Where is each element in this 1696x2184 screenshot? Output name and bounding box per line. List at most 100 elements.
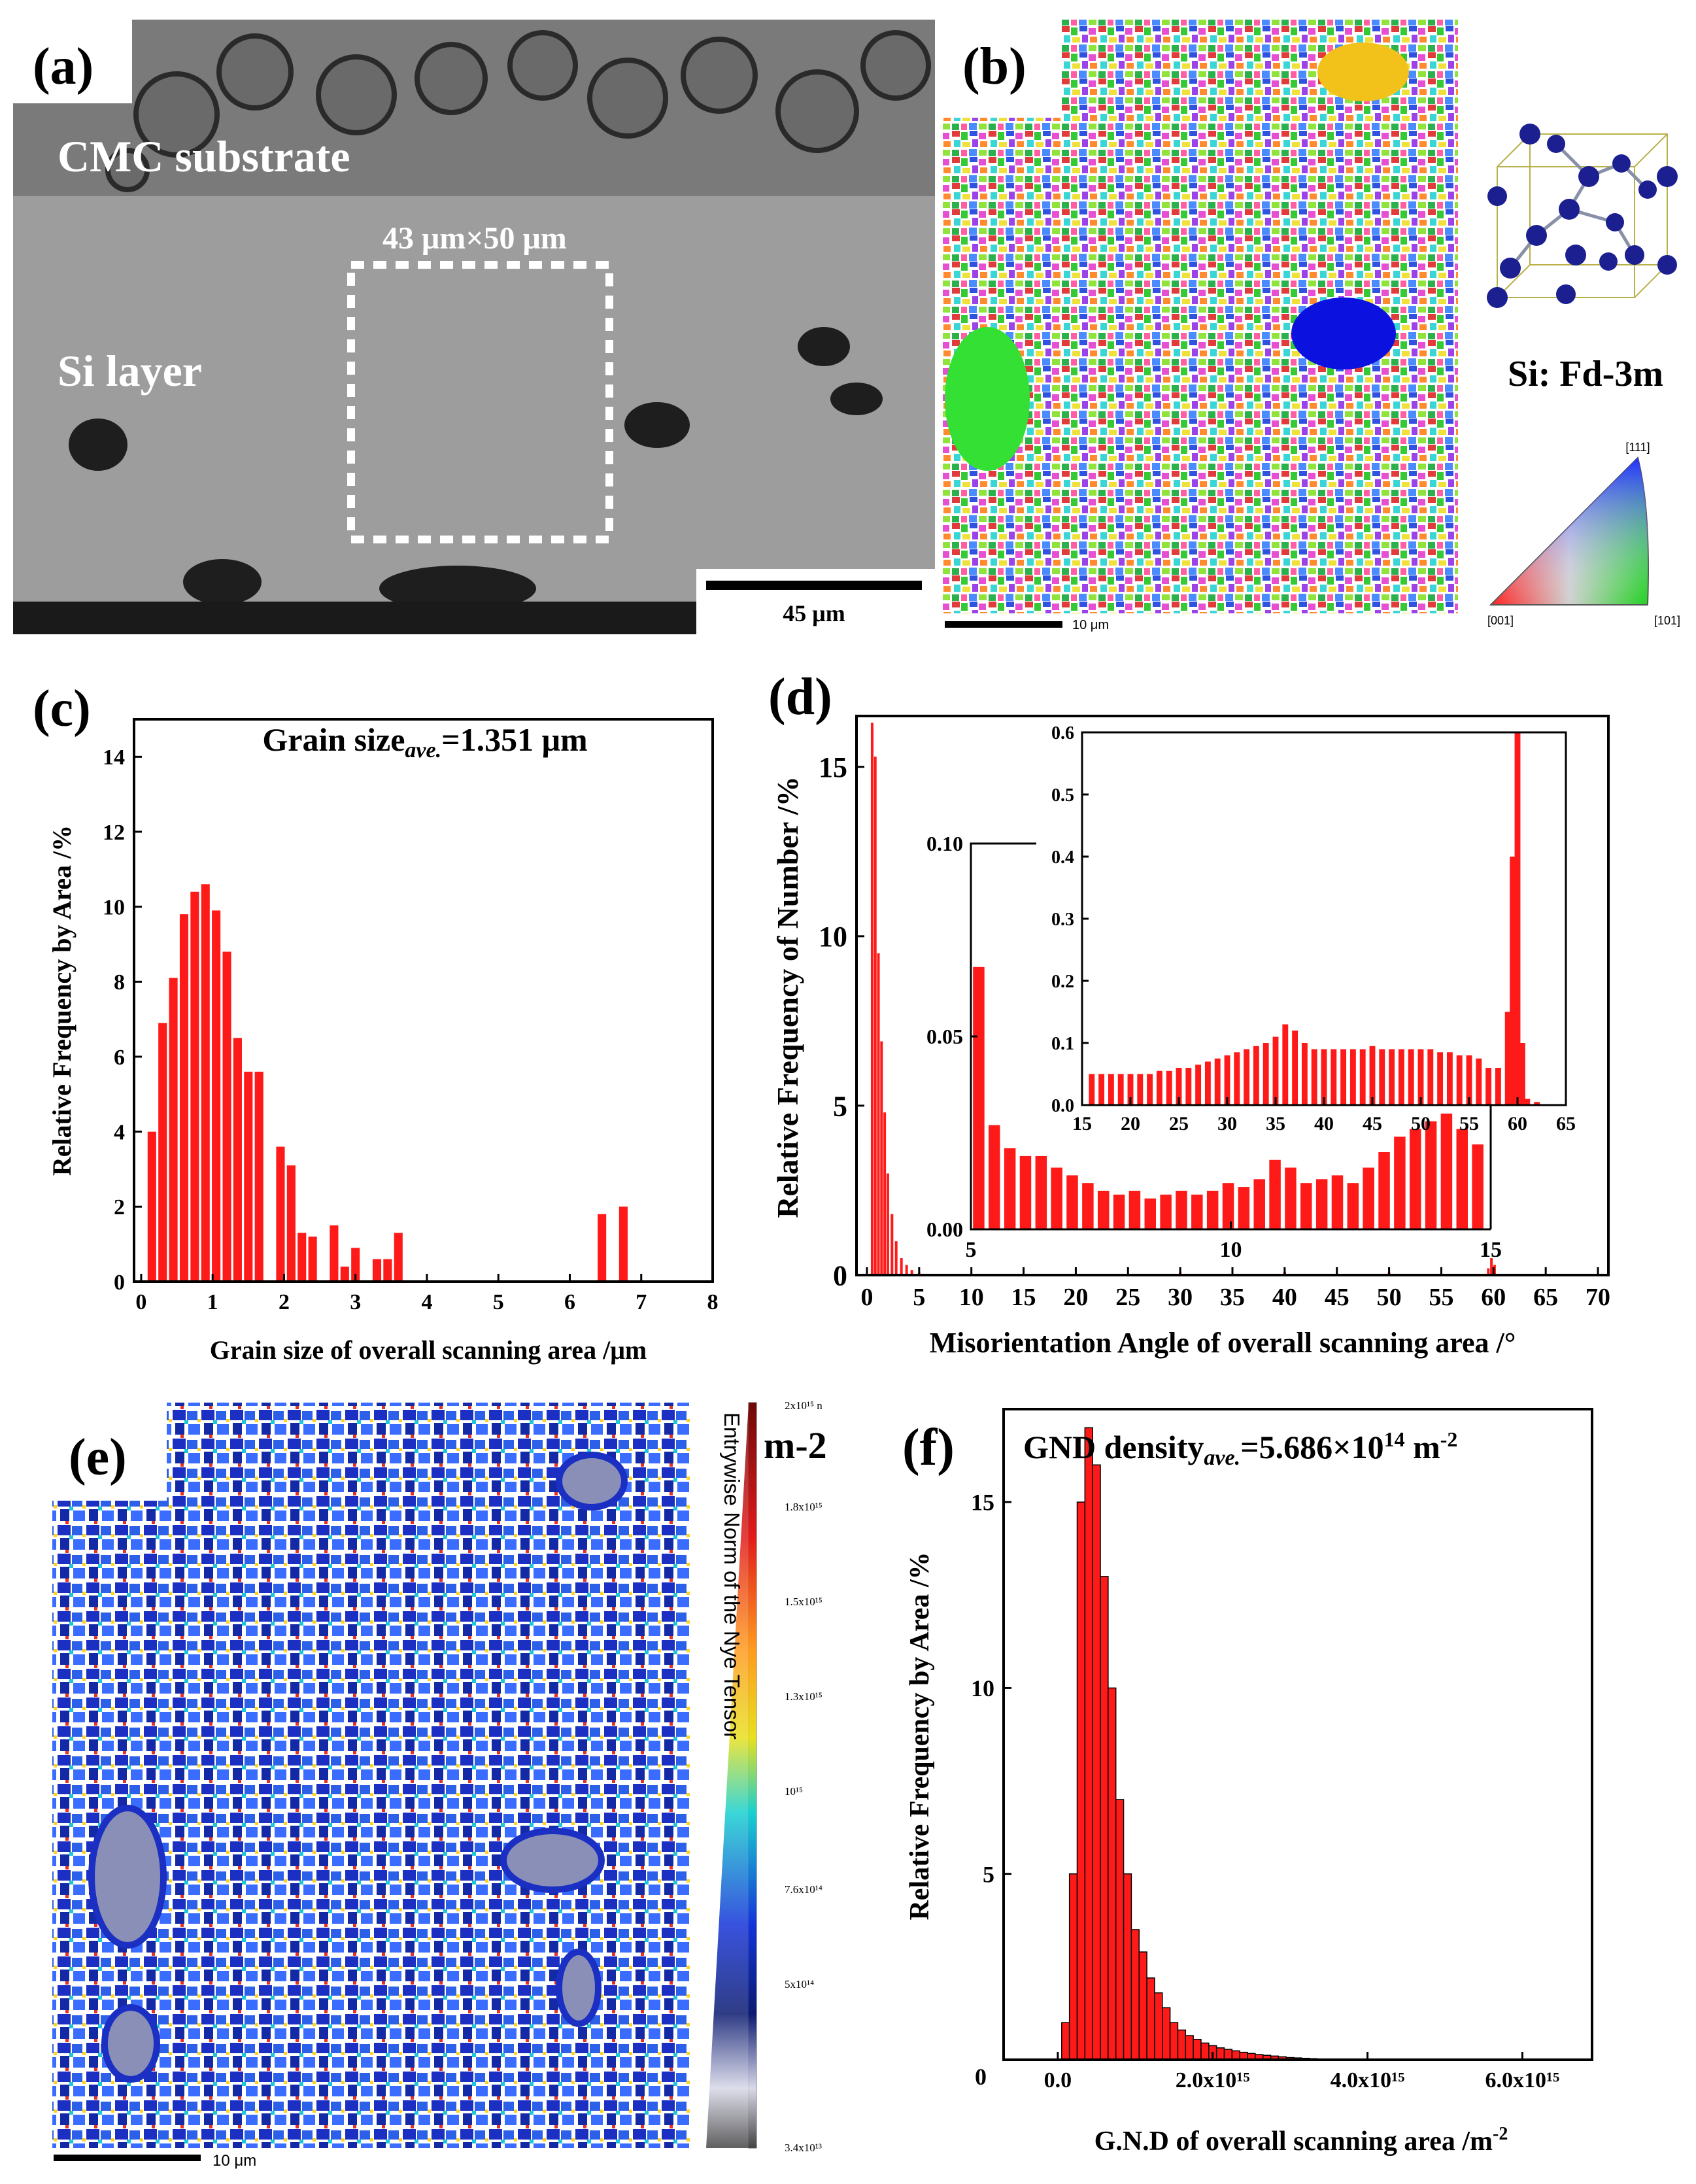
bar: [1253, 1046, 1259, 1105]
x-tick-label: 7: [636, 1290, 647, 1314]
bar: [1035, 1155, 1047, 1229]
bar: [254, 1071, 263, 1282]
bar: [1493, 1265, 1496, 1275]
y-axis-label: Relative Frequency by Area /%: [905, 1552, 935, 1920]
bar: [1446, 1052, 1453, 1105]
bar: [1147, 1074, 1153, 1105]
bar: [1389, 1049, 1395, 1105]
x-axis-label-main: G.N.D of overall scanning area /m: [1094, 2126, 1493, 2157]
bar: [1177, 2029, 1187, 2060]
panel-label-a: (a): [33, 38, 93, 95]
bar: [1089, 1074, 1095, 1105]
bar: [1200, 2042, 1210, 2060]
bar: [1311, 1049, 1317, 1105]
x-tick-label: 5: [493, 1290, 504, 1314]
bar: [222, 951, 231, 1282]
bar: [873, 757, 877, 1275]
x-tick-label: 2.0x10¹⁵: [1176, 2068, 1250, 2092]
bar: [1108, 1074, 1114, 1105]
bar: [1098, 1074, 1105, 1105]
bar: [1061, 2022, 1070, 2060]
bar: [1272, 1036, 1279, 1105]
bar: [1285, 1167, 1297, 1229]
bar: [330, 1225, 339, 1282]
bar: [1269, 1159, 1281, 1229]
x-tick-label: 60: [1508, 1113, 1527, 1135]
x-tick-label: 3: [350, 1290, 361, 1314]
bar: [1097, 1191, 1110, 1229]
scale-bar: [706, 581, 922, 590]
bar: [1340, 1049, 1347, 1105]
bar: [1485, 1068, 1492, 1105]
x-tick-label: 40: [1314, 1113, 1334, 1135]
crystal-label: Si: Fd-3m: [1508, 354, 1663, 394]
colorbar-title: Entrywise Norm of the Nye Tensor: [720, 1412, 744, 1739]
x-tick-label: 65: [1533, 1284, 1558, 1311]
scale-bar: [945, 621, 1062, 628]
y-tick-label: 6: [114, 1046, 125, 1070]
colorbar-tick: 5x10¹⁴: [785, 1978, 814, 1990]
pores: [13, 327, 935, 634]
x-tick-label: 55: [1459, 1113, 1479, 1135]
bar: [1224, 1055, 1230, 1105]
bar: [877, 953, 880, 1275]
y-tick-label: 5: [983, 1861, 994, 1887]
bar: [1466, 1055, 1472, 1105]
bar: [1146, 1977, 1155, 2060]
scale-bar-label: 10 μm: [212, 2152, 256, 2170]
x-tick-label: 10: [959, 1284, 984, 1311]
bar: [1160, 1194, 1172, 1229]
bar: [1138, 1951, 1147, 2060]
crystal-structure-icon: [1487, 124, 1678, 308]
title-value: =1.351 μm: [441, 721, 588, 758]
bar: [190, 891, 199, 1282]
panel-b: (b) 10 μm: [943, 20, 1680, 632]
bar: [1162, 2007, 1171, 2060]
bar: [1204, 1061, 1211, 1105]
bar: [598, 1214, 607, 1282]
inset-high-y-tick-label: 0.0: [1051, 1096, 1074, 1116]
scale-bar-label: 10 μm: [1072, 618, 1109, 632]
bar: [1154, 1992, 1163, 2060]
bar: [1019, 1155, 1032, 1229]
x-tick-label: 15: [1072, 1113, 1092, 1135]
x-tick-label: 15: [1011, 1284, 1036, 1311]
title-sub: ave.: [405, 738, 441, 762]
bar: [1456, 1129, 1468, 1229]
x-axis-label: G.N.D of overall scanning area /m-2: [1094, 2124, 1508, 2157]
chart-f: 0.0 2.0x10¹⁵ 4.0x10¹⁵ 6.0x10¹⁵ 5 10 15 0 (f) GND …: [902, 1408, 1593, 2157]
bar: [1176, 1068, 1182, 1105]
bar: [1440, 1114, 1453, 1229]
bar: [894, 1241, 898, 1275]
bar: [1408, 1049, 1414, 1105]
bar: [1331, 1175, 1344, 1229]
x-tick-label: 70: [1586, 1284, 1610, 1311]
bar: [1524, 1099, 1531, 1105]
y-tick-label: 12: [103, 821, 125, 845]
title-sub: ave.: [1204, 1446, 1240, 1470]
bar: [394, 1233, 403, 1282]
bar: [1347, 1183, 1359, 1229]
plot-frame: [133, 718, 714, 1283]
x-tick-label: 15: [1480, 1238, 1502, 1262]
layer-label: Si layer: [58, 346, 202, 396]
bar: [1068, 1873, 1078, 2060]
title-exp: 14: [1384, 1427, 1405, 1451]
x-tick-label: 5: [966, 1238, 977, 1262]
colorbar-tick: 1.8x10¹⁵: [785, 1501, 823, 1513]
inset-high-y-tick-label: 0.2: [1051, 972, 1074, 992]
bar: [1331, 1049, 1337, 1105]
bar: [1487, 1268, 1490, 1275]
bar: [1156, 1070, 1162, 1105]
bar: [1476, 1058, 1482, 1105]
bar: [1321, 1049, 1327, 1105]
x-axis-label-exp: -2: [1493, 2124, 1508, 2144]
scale-bar-label: 45 μm: [783, 600, 845, 626]
bar: [1100, 1576, 1109, 2060]
ipf-triangle-legend: [111] [001] [101]: [1487, 441, 1680, 627]
bar: [276, 1146, 285, 1282]
bar: [1092, 1464, 1101, 2060]
bar: [1437, 1052, 1444, 1105]
